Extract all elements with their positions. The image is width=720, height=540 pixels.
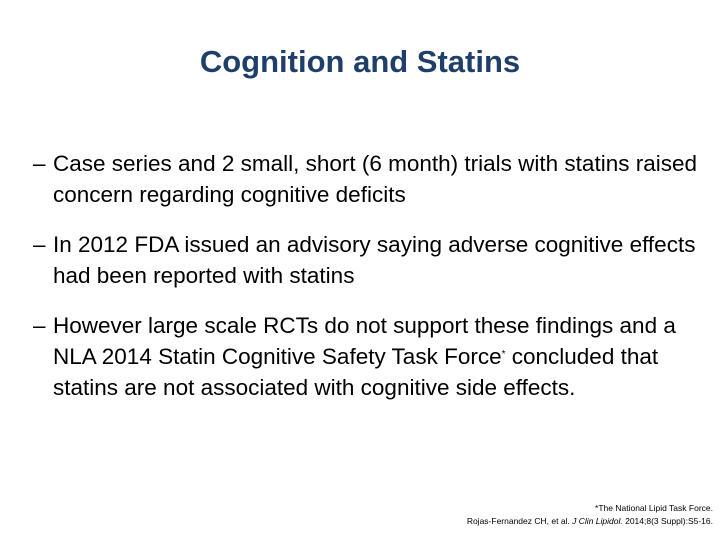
bullet-item: – In 2012 FDA issued an advisory saying a… (33, 229, 713, 291)
footnote-line: *The National Lipid Task Force. (595, 503, 713, 513)
dash-marker: – (33, 232, 46, 257)
bullet-text: concluded that statins are not associate… (53, 344, 659, 400)
citation-details: 2014;8(3 Suppl):S5-16. (622, 516, 713, 526)
citation: Rojas-Fernandez CH, et al. J Clin Lipido… (467, 515, 713, 528)
slide-title: Cognition and Statins (199, 44, 521, 79)
bullet-text: In 2012 FDA issued an advisory saying ad… (53, 232, 696, 288)
bullet-text: However large scale RCTs do not support … (53, 313, 676, 369)
bullet-item: – Case series and 2 small, short (6 month… (33, 148, 713, 210)
bullet-item: – However large scale RCTs do not support… (33, 310, 703, 403)
footnote-marker: * (501, 349, 506, 360)
citation-journal: J Clin Lipidol. (572, 516, 623, 526)
dash-marker: – (33, 313, 46, 338)
dash-marker: – (33, 151, 46, 176)
bullet-text: Case series and 2 small, short (6 month)… (53, 151, 697, 207)
citation-authors: Rojas-Fernandez CH, et al. (466, 516, 573, 526)
footnote: *The National Lipid Task Force. Rojas-Fe… (467, 502, 713, 528)
